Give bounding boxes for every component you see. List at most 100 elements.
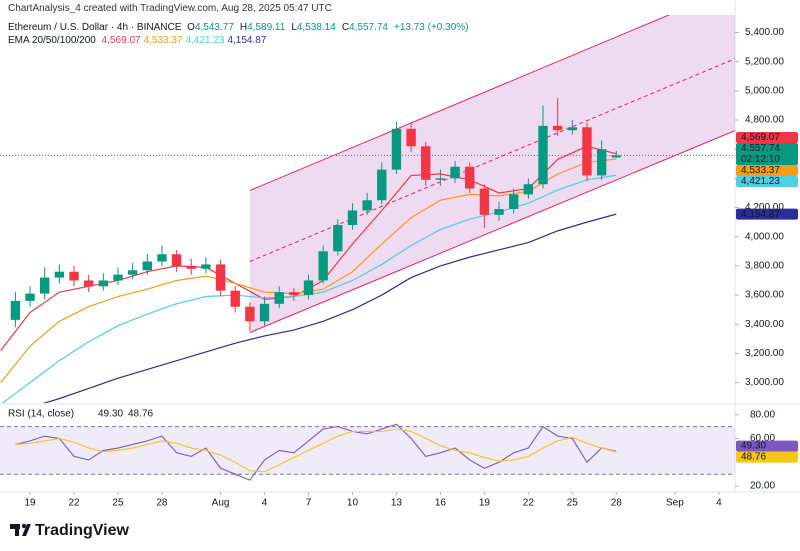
y-tick-label: 5,000.00 (745, 85, 784, 96)
ohlc-item: O4,543.77 (187, 22, 237, 33)
price-badge (736, 440, 798, 452)
rsi-value: 49.30 (98, 409, 123, 420)
attribution: ChartAnalysis_4 created with TradingView… (8, 3, 332, 14)
candle-body (509, 194, 519, 209)
candle-body (479, 188, 490, 215)
x-tick-label: 28 (611, 498, 623, 509)
logo: TradingView (10, 522, 130, 539)
x-tick-label: Aug (212, 498, 230, 509)
candle-body (450, 166, 460, 179)
candle-body (552, 125, 563, 131)
ohlc-key: H (239, 22, 248, 33)
channel-lower (249, 130, 735, 334)
ohlc-key: L (291, 22, 297, 33)
y-tick-label: 60.00 (750, 433, 775, 444)
ohlc-key: O (187, 22, 195, 33)
x-tick-label: 22 (523, 498, 535, 509)
x-tick-label: 7 (306, 498, 312, 509)
x-tick-label: Sep (666, 498, 684, 509)
price-badge (736, 451, 798, 463)
candle-body (40, 277, 50, 294)
x-tick-label: 25 (567, 498, 579, 509)
candle-body (318, 251, 328, 281)
y-tick-label: 80.00 (750, 409, 775, 420)
price-badge-label: 4,569.07 (741, 132, 780, 143)
symbol-line: Ethereum / U.S. Dollar · 4h · BINANCE O4… (8, 22, 471, 33)
candle-body (245, 306, 255, 322)
channel-fill (249, 15, 735, 333)
price-badge (736, 131, 798, 143)
candle-body (127, 270, 138, 275)
ema-title: EMA 20/50/100/200 (8, 35, 96, 46)
logo-icon (21, 523, 27, 529)
candle-body (25, 293, 35, 301)
candle-body (377, 169, 387, 201)
y-tick-label: 3,600.00 (745, 290, 784, 301)
ema-value: 4,421.23 (185, 35, 225, 46)
ema-value: 4,569.07 (101, 35, 141, 46)
candle-body (538, 125, 548, 185)
y-tick-label: 20.00 (750, 481, 775, 492)
candle-body (259, 303, 270, 322)
brand: TradingView (35, 522, 130, 539)
price-badge (736, 164, 798, 176)
candle-body (406, 128, 416, 147)
candle-body (391, 128, 402, 170)
price-badge-label: 4,533.37 (741, 165, 780, 176)
channel-upper (249, 15, 671, 191)
ohlc-item: H4,589.11 (240, 22, 288, 33)
candle-body (333, 225, 343, 252)
x-tick-label: 4 (716, 498, 722, 509)
price-badge-label: 4,154.87 (741, 209, 780, 220)
x-tick-label: 10 (347, 498, 359, 509)
y-tick-label: 3,200.00 (745, 348, 784, 359)
candle-body (171, 254, 182, 266)
price-badge (736, 175, 798, 187)
candle-body (523, 184, 534, 195)
symbol: Ethereum / U.S. Dollar · 4h · BINANCE (8, 22, 182, 33)
rsi-line (15, 423, 617, 481)
candle-body (303, 280, 314, 296)
rsi-title: RSI (14, close) (8, 409, 74, 420)
candle-body (435, 178, 446, 180)
x-tick-label: 19 (24, 498, 36, 509)
x-tick-label: 13 (391, 498, 403, 509)
candle-body (230, 290, 240, 307)
logo-icon (15, 524, 19, 536)
candle-body (289, 292, 299, 296)
x-tick-label: 4 (262, 498, 268, 509)
candle-body (362, 200, 372, 211)
y-tick-label: 5,400.00 (745, 27, 784, 38)
y-tick-label: 4,800.00 (745, 115, 784, 126)
candle-body (142, 261, 152, 271)
x-tick-label: 28 (156, 498, 168, 509)
x-tick-label: 25 (112, 498, 124, 509)
ema-line: EMA 20/50/100/200 4,569.07 4,533.37 4,421.… (8, 35, 269, 46)
ohlc-item: L4,538.14 (291, 22, 339, 33)
channel-middle (249, 58, 735, 262)
candle-body (10, 300, 21, 320)
candle-body (215, 264, 226, 291)
candle-body (186, 265, 196, 269)
candle-body (113, 274, 123, 281)
price-badge-label: 4,557.74 (741, 143, 780, 154)
rsi-pane (0, 423, 735, 481)
ema-value: 4,154.87 (227, 35, 267, 46)
change: +13.73 (+0.30%) (393, 22, 469, 33)
ohlc-value: 4,557.74 (349, 22, 388, 33)
ohlc-value: 4,543.77 (194, 22, 234, 33)
candle-body (465, 166, 475, 189)
candle-body (98, 280, 109, 287)
candle-body (611, 155, 621, 158)
ohlc-key: C (341, 22, 350, 33)
candle-body (157, 254, 167, 262)
candle-body (582, 127, 592, 176)
rsi-line (15, 428, 617, 473)
candle-body (347, 210, 358, 226)
y-tick-label: 3,800.00 (745, 261, 784, 272)
ohlc-value: 4,538.14 (296, 22, 336, 33)
price-badge-label: 4,421.23 (741, 176, 780, 187)
candle-body (201, 264, 211, 269)
